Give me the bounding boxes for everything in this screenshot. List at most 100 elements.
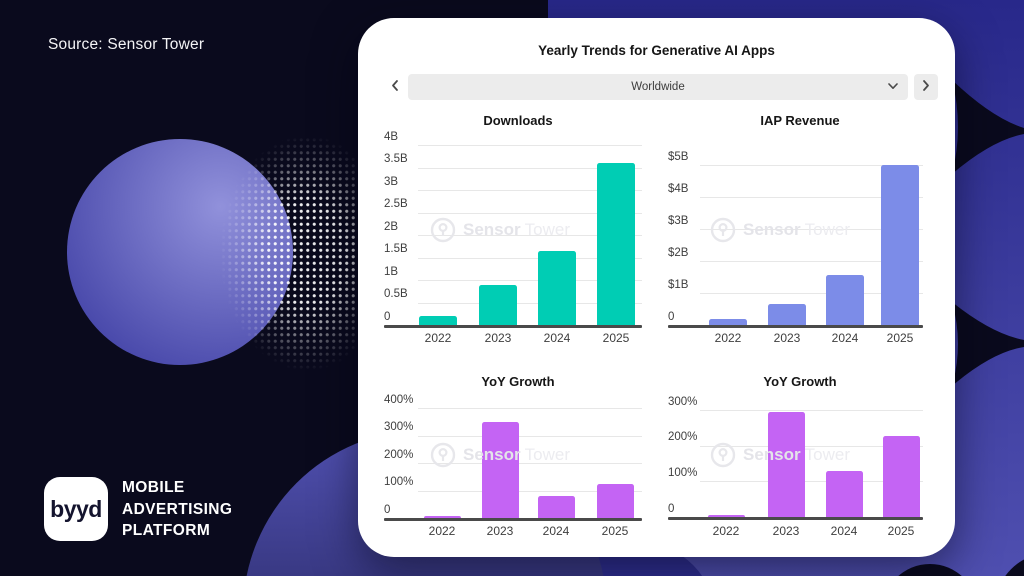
next-region-button[interactable]: [914, 74, 938, 100]
downloads-yoy-growth-gridline: [418, 490, 642, 492]
sensor-tower-watermark: Sensor Tower: [710, 217, 850, 243]
revenue-yoy-growth-title: YoY Growth: [763, 374, 837, 389]
iap-revenue-gridline: [700, 197, 923, 198]
downloads-gridline: [418, 302, 642, 304]
downloads-yoy-growth-ytick-label: 400%: [384, 393, 414, 406]
downloads-gridline: [418, 190, 642, 191]
downloads-ytick-label: 0: [384, 310, 391, 323]
chevron-right-icon: [921, 79, 931, 95]
revenue-yoy-growth-xtick-2025: 2025: [887, 524, 915, 538]
downloads-xtick-2022: 2022: [424, 331, 452, 345]
brand-tagline: MOBILE ADVERTISING PLATFORM: [122, 477, 232, 542]
downloads-gridline: [418, 212, 642, 214]
watermark-word-1: Sensor: [463, 220, 521, 239]
card-title: Yearly Trends for Generative AI Apps: [538, 43, 775, 58]
downloads-ytick-label: 2.5B: [384, 198, 408, 210]
halftone-dots-pattern: [220, 130, 370, 392]
chevron-left-icon: [390, 79, 400, 95]
downloads-yoy-growth-bar-2024[interactable]: [537, 496, 575, 518]
revenue-yoy-growth-bar-2025[interactable]: [882, 435, 920, 517]
iap-revenue-ytick-label: 0: [668, 310, 675, 323]
brand-block: byyd MOBILE ADVERTISING PLATFORM: [44, 477, 232, 542]
chevron-down-icon: [887, 81, 899, 94]
downloads-title: Downloads: [483, 113, 553, 128]
downloads-yoy-growth-ytick-label: 100%: [384, 476, 414, 488]
sensor-tower-watermark: Sensor Tower: [430, 217, 570, 243]
downloads-bar-2022[interactable]: [419, 316, 457, 325]
watermark-word-2: Tower: [804, 220, 850, 239]
downloads-ytick-label: 1B: [384, 265, 399, 278]
downloads-ytick-label: 3.5B: [384, 153, 408, 165]
iap-revenue-gridline: [700, 165, 923, 166]
revenue-yoy-growth-bar-2023[interactable]: [767, 411, 805, 517]
iap-revenue-xtick-2023: 2023: [773, 331, 801, 345]
tagline-line-3: PLATFORM: [122, 522, 211, 539]
sensor-tower-logo-icon: [430, 442, 456, 468]
charts-grid: Downloads 4B 3.5B 3B 2.5B 2B 1.5B 1B 0.5B 0 2022 20…: [358, 18, 955, 557]
iap-revenue-gridline: [700, 293, 923, 294]
iap-revenue-ytick-label: $5B: [668, 150, 689, 163]
iap-revenue-xtick-2022: 2022: [714, 331, 742, 345]
downloads-bar-2025[interactable]: [597, 163, 635, 325]
iap-revenue-gridline: [700, 261, 923, 262]
revenue-yoy-growth-ytick-label: 100%: [668, 466, 698, 479]
downloads-yoy-growth-bar-2023[interactable]: [481, 422, 519, 518]
downloads-xtick-2025: 2025: [602, 331, 630, 345]
iap-revenue-ytick-label: $2B: [668, 246, 689, 259]
iap-revenue-x-axis: [668, 325, 923, 328]
iap-revenue-ytick-label: $4B: [668, 182, 689, 195]
tagline-line-1: MOBILE: [122, 479, 185, 496]
downloads-gridline: [418, 257, 642, 259]
byyd-logo-text: byyd: [50, 495, 102, 522]
downloads-gridline: [418, 280, 642, 281]
downloads-x-axis: [384, 325, 642, 328]
downloads-ytick-label: 1.5B: [384, 243, 408, 255]
downloads-yoy-growth-title: YoY Growth: [481, 374, 555, 389]
revenue-yoy-growth-bar-2022[interactable]: [707, 515, 745, 517]
prev-region-button[interactable]: [384, 74, 406, 100]
revenue-yoy-growth-bar-2024[interactable]: [825, 470, 863, 517]
downloads-bar-2024[interactable]: [538, 250, 576, 325]
source-label: Source: Sensor Tower: [48, 36, 205, 53]
downloads-ytick-label: 4B: [384, 130, 399, 143]
revenue-yoy-growth-xtick-2022: 2022: [712, 524, 740, 538]
downloads-yoy-growth-xtick-2024: 2024: [542, 524, 570, 538]
byyd-logo: byyd: [44, 477, 108, 542]
iap-revenue-bar-2024[interactable]: [826, 275, 864, 325]
region-dropdown[interactable]: Worldwide: [408, 74, 908, 100]
watermark-word-1: Sensor: [743, 220, 801, 239]
watermark-word-2: Tower: [524, 445, 570, 464]
downloads-yoy-growth-gridline: [418, 408, 642, 409]
downloads-yoy-growth-ytick-label: 0: [384, 503, 391, 516]
revenue-yoy-growth-ytick-label: 200%: [668, 431, 698, 444]
revenue-yoy-growth-xtick-2023: 2023: [772, 524, 800, 538]
downloads-yoy-growth-gridline: [418, 463, 642, 464]
iap-revenue-bar-2023[interactable]: [768, 304, 806, 325]
downloads-yoy-growth-bar-2022[interactable]: [423, 516, 461, 518]
chart-card: Yearly Trends for Generative AI Apps Wor…: [358, 18, 955, 557]
revenue-yoy-growth-x-axis: [668, 517, 923, 520]
downloads-gridline: [418, 167, 642, 169]
revenue-yoy-growth-xtick-2024: 2024: [830, 524, 858, 538]
downloads-xtick-2024: 2024: [543, 331, 571, 345]
downloads-yoy-growth-bar-2025[interactable]: [596, 484, 634, 518]
revenue-yoy-growth-gridline: [700, 481, 923, 483]
revenue-yoy-growth-gridline: [700, 445, 923, 447]
downloads-ytick-label: 2B: [384, 220, 399, 233]
sensor-tower-logo-icon: [710, 217, 736, 243]
downloads-ytick-label: 0.5B: [384, 288, 408, 300]
iap-revenue-bar-2025[interactable]: [881, 165, 919, 325]
downloads-yoy-growth-gridline: [418, 435, 642, 437]
watermark-word-2: Tower: [804, 445, 850, 464]
downloads-yoy-growth-xtick-2025: 2025: [601, 524, 629, 538]
revenue-yoy-growth-gridline: [700, 410, 923, 411]
iap-revenue-gridline: [700, 229, 923, 230]
tagline-line-2: ADVERTISING: [122, 500, 233, 518]
iap-revenue-ytick-label: $1B: [668, 278, 689, 291]
iap-revenue-xtick-2024: 2024: [831, 331, 859, 345]
iap-revenue-bar-2022[interactable]: [709, 319, 747, 325]
downloads-bar-2023[interactable]: [479, 284, 517, 325]
watermark-word-2: Tower: [524, 220, 570, 239]
region-dropdown-value: Worldwide: [631, 81, 685, 93]
